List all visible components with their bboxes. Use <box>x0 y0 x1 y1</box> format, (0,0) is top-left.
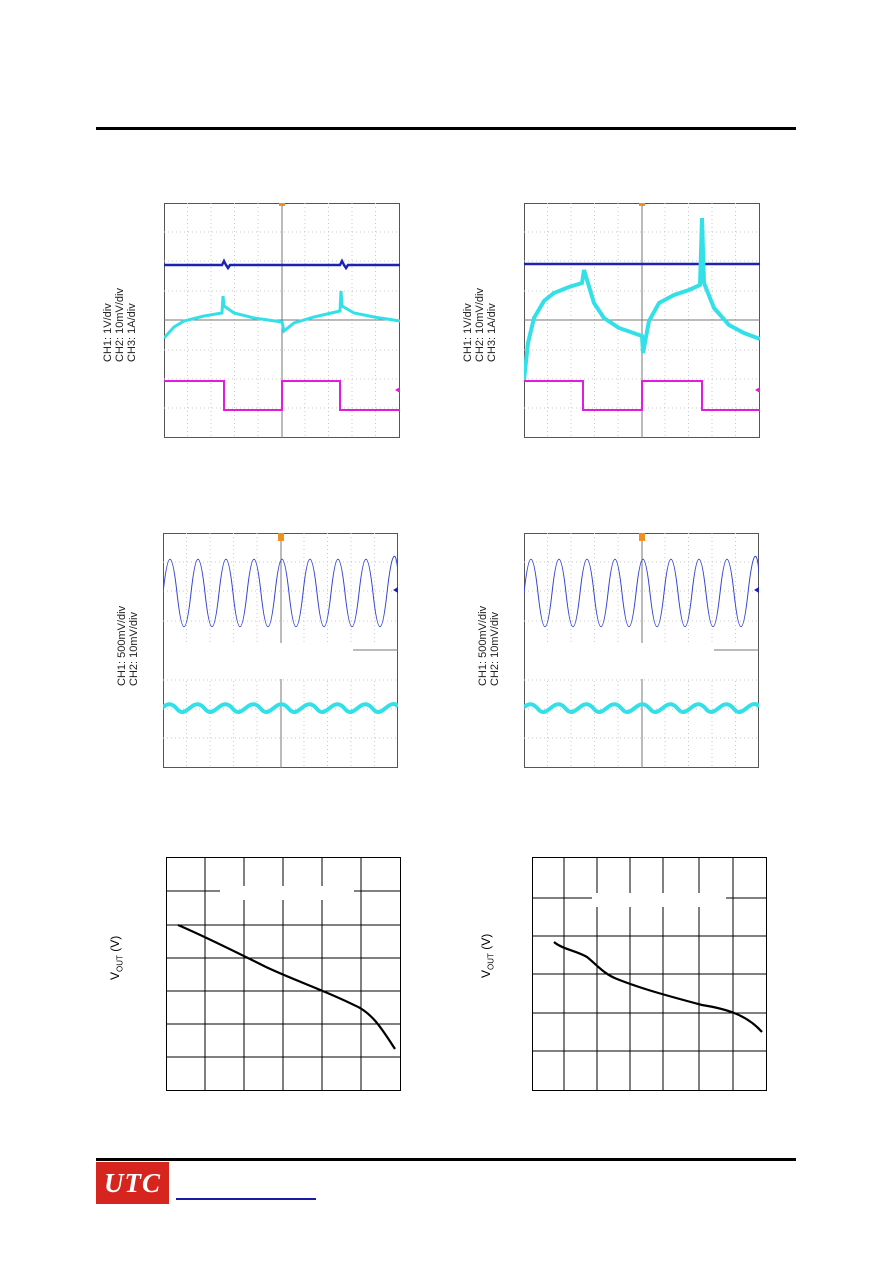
left-chart <box>166 857 402 1092</box>
scope-3-channel-labels: CH1: 500mV/div CH2: 10mV/div <box>116 606 140 686</box>
ch2-label: CH2: 10mV/div <box>474 288 486 362</box>
right-chart <box>532 857 768 1092</box>
right-chart-y-axis-label: VOUT (V) <box>479 933 496 978</box>
utc-logo: UTC <box>96 1162 169 1204</box>
ch1-label: CH1: 500mV/div <box>477 605 489 686</box>
ch3-label: CH3: 1A/div <box>486 303 498 362</box>
footer-rule <box>96 1158 796 1161</box>
ch1-label: CH1: 1V/div <box>462 303 474 362</box>
scope-4-channel-labels: CH1: 500mV/div CH2: 10mV/div <box>477 606 501 686</box>
ch2-label: CH2: 10mV/div <box>489 612 501 686</box>
ch1-label: CH1: 1V/div <box>102 303 114 362</box>
website-link[interactable] <box>176 1182 316 1200</box>
scope-2-channel-labels: CH1: 1V/div CH2: 10mV/div CH3: 1A/div <box>462 288 498 362</box>
scope-4 <box>524 533 759 768</box>
ch2-label: CH2: 10mV/div <box>128 612 140 686</box>
scope-1-channel-labels: CH1: 1V/div CH2: 10mV/div CH3: 1A/div <box>102 288 138 362</box>
scope-2 <box>524 203 760 438</box>
ch1-label: CH1: 500mV/div <box>116 605 128 686</box>
left-chart-y-axis-label: VOUT (V) <box>108 935 125 980</box>
ch2-label: CH2: 10mV/div <box>114 288 126 362</box>
scope-3 <box>163 533 398 768</box>
ch3-label: CH3: 1A/div <box>126 303 138 362</box>
scope-1 <box>164 203 400 438</box>
header-rule <box>96 127 796 130</box>
